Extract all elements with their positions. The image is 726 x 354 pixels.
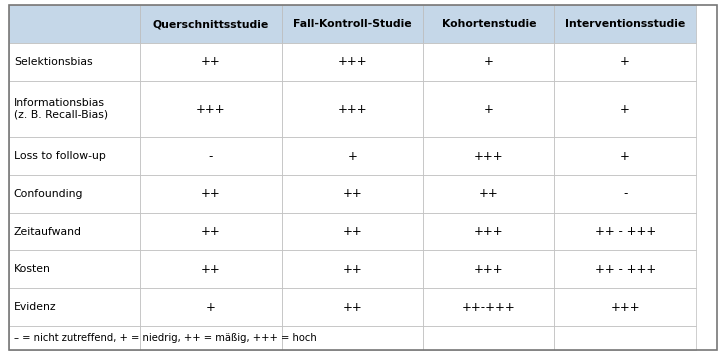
Bar (423, 137, 555, 175)
Bar (282, 213, 423, 251)
Text: ++: ++ (343, 225, 362, 238)
Text: Kosten: Kosten (14, 264, 51, 274)
Bar (423, 43, 555, 81)
Bar (423, 213, 555, 251)
Bar (140, 213, 282, 251)
Text: Evidenz: Evidenz (14, 302, 57, 312)
Text: ++ - +++: ++ - +++ (595, 225, 656, 238)
Bar (140, 81, 282, 137)
Text: Selektionsbias: Selektionsbias (14, 57, 92, 67)
Bar (555, 288, 696, 326)
Bar (423, 81, 555, 137)
Bar (140, 175, 282, 213)
Text: -: - (208, 150, 213, 163)
Text: +: + (620, 150, 630, 163)
Text: Kohortenstudie: Kohortenstudie (441, 19, 536, 29)
Text: Informationsbias
(z. B. Recall-Bias): Informationsbias (z. B. Recall-Bias) (14, 98, 108, 120)
Text: ++: ++ (201, 187, 221, 200)
Text: +++: +++ (338, 55, 367, 68)
Bar (9, 81, 140, 137)
Text: Fall-Kontroll-Studie: Fall-Kontroll-Studie (293, 19, 412, 29)
Bar (282, 175, 423, 213)
Bar (555, 137, 696, 175)
Text: -: - (623, 187, 627, 200)
Text: Interventionsstudie: Interventionsstudie (565, 19, 685, 29)
Bar (9, 175, 140, 213)
Bar (423, 326, 555, 350)
Bar (282, 251, 423, 288)
Bar (140, 5, 282, 43)
Bar (140, 43, 282, 81)
Text: +: + (484, 55, 494, 68)
Bar (282, 137, 423, 175)
Bar (555, 213, 696, 251)
Text: ++ - +++: ++ - +++ (595, 263, 656, 276)
Bar (555, 5, 696, 43)
Bar (140, 137, 282, 175)
Text: Zeitaufwand: Zeitaufwand (14, 227, 82, 236)
Text: Loss to follow-up: Loss to follow-up (14, 151, 106, 161)
Bar (282, 288, 423, 326)
Bar (9, 213, 140, 251)
Bar (282, 326, 423, 350)
Bar (9, 288, 140, 326)
Bar (282, 5, 423, 43)
Text: ++: ++ (201, 263, 221, 276)
Bar (555, 43, 696, 81)
Text: Confounding: Confounding (14, 189, 83, 199)
Text: +: + (484, 103, 494, 115)
Text: ++: ++ (343, 187, 362, 200)
Text: +++: +++ (611, 301, 640, 314)
Text: +: + (348, 150, 357, 163)
Bar (9, 326, 140, 350)
Text: +++: +++ (474, 150, 504, 163)
Bar (140, 288, 282, 326)
Bar (282, 43, 423, 81)
Bar (9, 251, 140, 288)
Bar (423, 251, 555, 288)
Text: ++-+++: ++-+++ (462, 301, 515, 314)
Text: +++: +++ (474, 225, 504, 238)
Text: +++: +++ (474, 263, 504, 276)
Bar (140, 326, 282, 350)
Bar (9, 43, 140, 81)
Text: – = nicht zutreffend, + = niedrig, ++ = mäßig, +++ = hoch: – = nicht zutreffend, + = niedrig, ++ = … (14, 333, 317, 343)
Text: +: + (620, 103, 630, 115)
Text: ++: ++ (201, 55, 221, 68)
Bar (555, 175, 696, 213)
Bar (423, 5, 555, 43)
Bar (9, 137, 140, 175)
Text: ++: ++ (343, 301, 362, 314)
Bar (555, 251, 696, 288)
Bar (555, 81, 696, 137)
Text: +++: +++ (196, 103, 226, 115)
Bar (423, 288, 555, 326)
Text: +++: +++ (338, 103, 367, 115)
Text: ++: ++ (201, 225, 221, 238)
Text: +: + (620, 55, 630, 68)
Bar (9, 5, 140, 43)
Bar (423, 175, 555, 213)
Text: ++: ++ (343, 263, 362, 276)
Bar (140, 251, 282, 288)
Bar (282, 81, 423, 137)
Text: ++: ++ (479, 187, 499, 200)
Text: +: + (205, 301, 216, 314)
Bar (555, 326, 696, 350)
Text: Querschnittsstudie: Querschnittsstudie (152, 19, 269, 29)
